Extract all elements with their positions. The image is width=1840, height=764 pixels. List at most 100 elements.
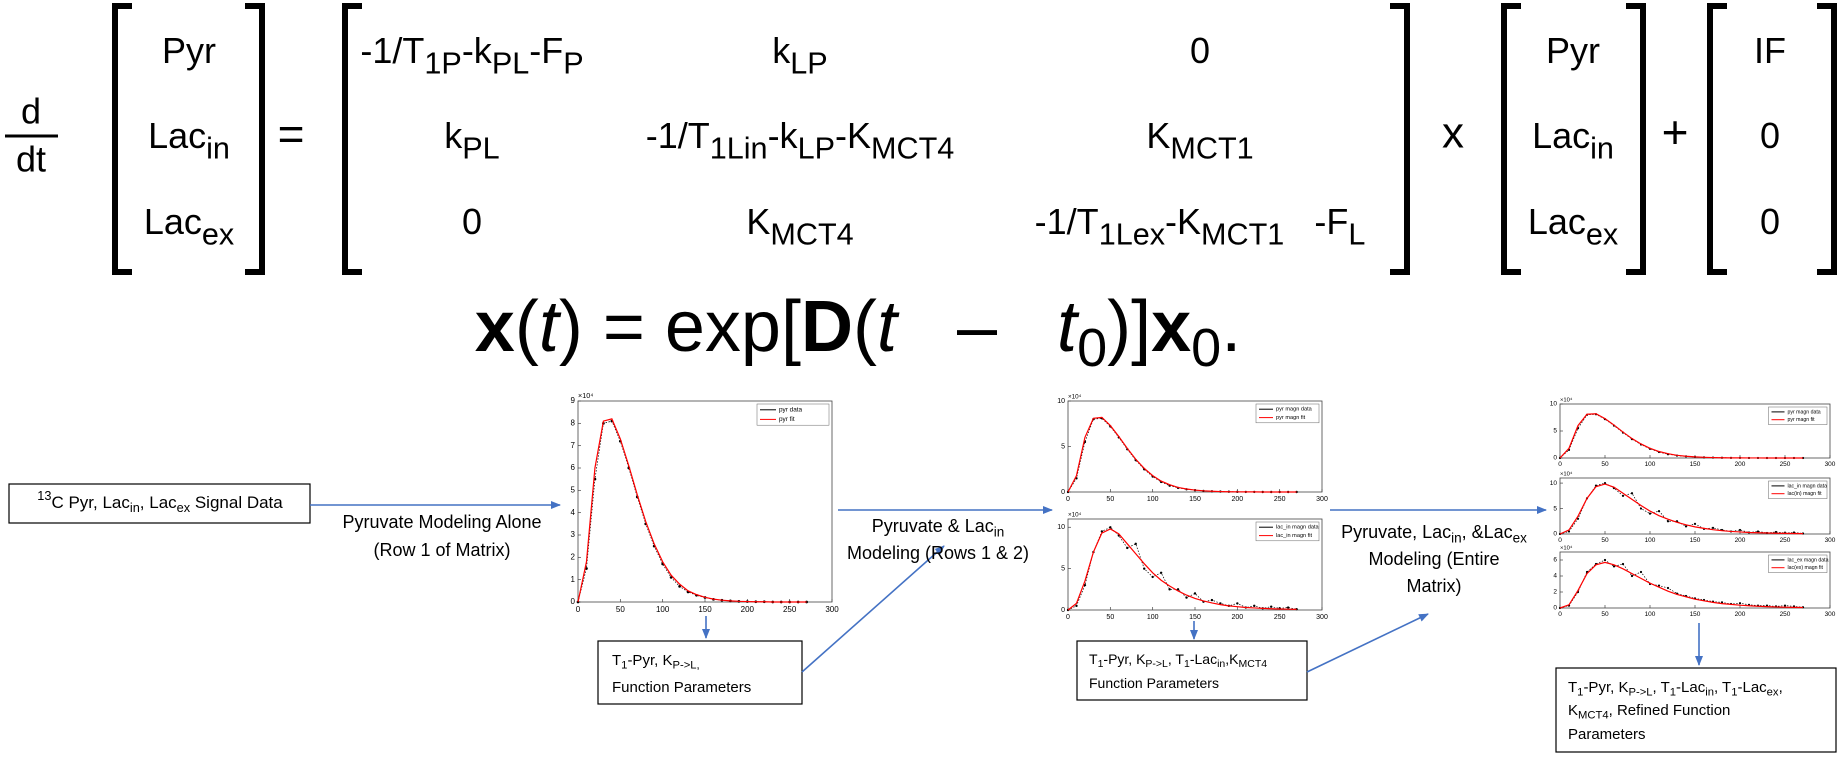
text-run: -1/T: [1035, 201, 1099, 242]
output-text: Parameters: [1568, 726, 1646, 743]
axis-exponent: ×10⁴: [1560, 545, 1573, 552]
arrow: [801, 545, 945, 673]
step-label: Pyruvate Modeling Alone: [342, 512, 541, 532]
legend-label: lac_in magn data: [1276, 525, 1319, 531]
text-run: 13: [37, 489, 51, 504]
x-tick-label: 300: [825, 605, 839, 614]
text-run: Modeling (Rows 1 & 2): [847, 543, 1029, 563]
text-run: 0: [1191, 318, 1221, 378]
text-run: Modeling (Entire: [1368, 549, 1499, 569]
y-tick-label: 2: [571, 552, 576, 561]
text-run: P->L: [1628, 686, 1652, 698]
data-point: [1639, 570, 1643, 574]
matrix-entry: kPL: [444, 115, 499, 166]
axis-exponent: ×10⁴: [578, 391, 593, 400]
y-tick-label: 8: [571, 418, 576, 427]
bracket: [112, 3, 132, 275]
step-label: (Row 1 of Matrix): [373, 540, 510, 560]
legend-label: lac(in) magn fit: [1788, 491, 1823, 497]
x-tick-label: 200: [1231, 496, 1243, 503]
text-run: 0: [1190, 30, 1210, 71]
text-run: -K: [835, 115, 871, 156]
y-tick-label: 1: [571, 575, 576, 584]
x-tick-label: 100: [1147, 614, 1159, 621]
data-point: [678, 585, 681, 588]
x-tick-label: 200: [1735, 461, 1746, 468]
text-run: ex: [202, 218, 234, 252]
text-run: 1: [621, 659, 627, 671]
text-run: Lac: [148, 115, 206, 156]
data-point: [1738, 528, 1742, 532]
text-run: , &Lac: [1462, 522, 1513, 542]
text-run: 1: [1098, 658, 1104, 670]
text-run: ,K: [1225, 651, 1239, 667]
data-point: [1639, 507, 1643, 510]
text-run: t: [877, 287, 900, 367]
output-text: T1-Pyr, KP->L, T1-Lacin,KMCT4: [1089, 651, 1267, 670]
data-point: [1210, 598, 1214, 602]
x-tick-label: 250: [1780, 537, 1791, 544]
output-box: [597, 640, 803, 705]
axis-exponent: ×10⁴: [1560, 471, 1573, 478]
input-box: [8, 483, 311, 524]
vector-entry: 0: [1760, 115, 1780, 156]
text-run: –: [897, 287, 1057, 367]
x-tick-label: 50: [1601, 611, 1609, 618]
x-tick-label: 150: [1189, 496, 1201, 503]
vector-entry: IF: [1754, 30, 1786, 71]
step-label: Matrix): [1407, 576, 1462, 596]
y-tick-label: 5: [1061, 565, 1065, 572]
text-run: (Row 1 of Matrix): [373, 540, 510, 560]
text-run: Function Parameters: [1089, 675, 1219, 691]
vector-entry: Lacin: [148, 115, 230, 166]
text-run: -Lac: [1190, 651, 1217, 667]
y-tick-label: 10: [1550, 401, 1558, 408]
text-run: Function Parameters: [612, 679, 751, 696]
text-run: t: [539, 287, 562, 367]
text-run: 0: [462, 201, 482, 242]
text-run: K: [1146, 115, 1170, 156]
x-tick-label: 100: [1645, 611, 1656, 618]
data-line: [577, 420, 807, 603]
text-run: P->L: [1145, 658, 1168, 670]
text-run: in: [994, 524, 1005, 539]
text-run: Pyruvate Modeling Alone: [342, 512, 541, 532]
x-tick-label: 0: [1066, 496, 1070, 503]
text-run: MCT1: [1201, 218, 1284, 252]
x-tick-label: 250: [1780, 461, 1791, 468]
x-tick-label: 200: [1735, 537, 1746, 544]
data-point: [1711, 526, 1715, 529]
vector-entry: Pyr: [162, 30, 216, 71]
x-tick-label: 200: [741, 605, 755, 614]
x-tick-label: 150: [1690, 537, 1701, 544]
data-point: [1738, 602, 1742, 605]
data-point: [1612, 565, 1616, 568]
text-run: T: [1568, 679, 1577, 696]
x-tick-label: 200: [1231, 614, 1243, 621]
text-run: 1: [1577, 686, 1583, 698]
y-tick-label: 7: [571, 441, 576, 450]
bracket: [1817, 3, 1837, 275]
text-run: in: [1590, 132, 1614, 166]
data-point: [1621, 562, 1625, 566]
text-run: -F: [529, 30, 563, 71]
text-run: Pyruvate, Lac: [1341, 522, 1451, 542]
step-label: Modeling (Rows 1 & 2): [847, 543, 1029, 563]
y-tick-label: 10: [1057, 398, 1065, 405]
text-run: in: [206, 132, 230, 166]
text-run: ,: [1779, 679, 1783, 696]
data-point: [1193, 592, 1197, 595]
plus-sign: +: [1662, 106, 1689, 158]
vector-entry: Lacex: [1528, 201, 1618, 252]
y-tick-label: 10: [1550, 480, 1558, 487]
vector-entry: Lacin: [1532, 115, 1614, 166]
x-tick-label: 300: [1316, 496, 1328, 503]
times-sign: x: [1442, 109, 1464, 158]
text-run: ) = exp[: [559, 287, 801, 367]
text-run: , Refined Function: [1609, 702, 1731, 719]
input-label: 13C Pyr, Lacin, Lacex Signal Data: [37, 489, 283, 516]
text-run: x: [1151, 287, 1191, 367]
text-run: Pyruvate & Lac: [872, 516, 994, 536]
text-run: )]: [1107, 287, 1151, 367]
data-point: [1657, 584, 1661, 587]
